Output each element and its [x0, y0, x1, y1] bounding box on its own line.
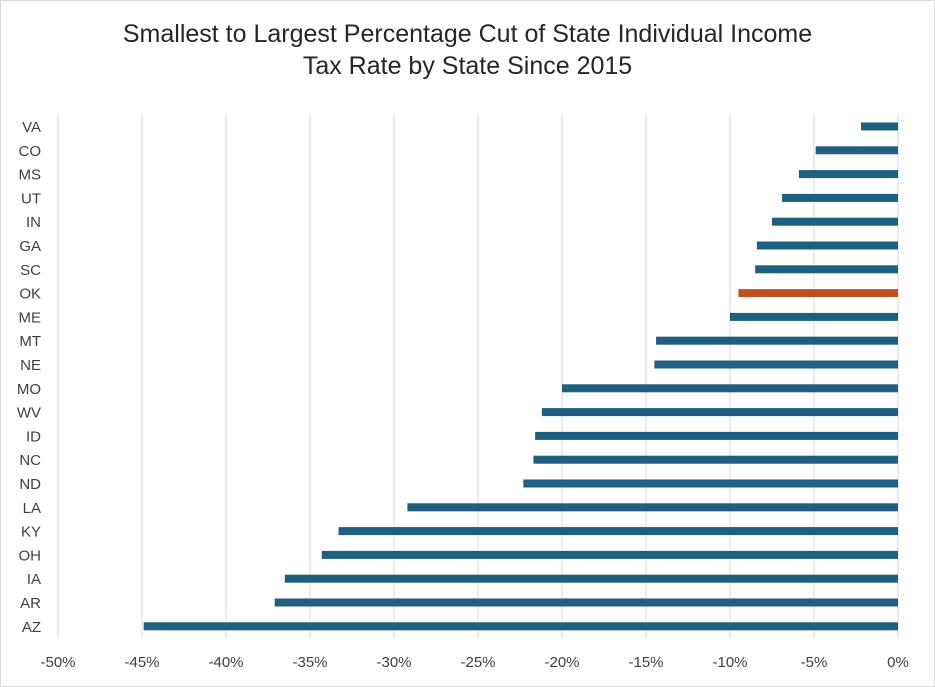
y-tick-label: UT	[21, 190, 41, 207]
bar-nc	[533, 455, 898, 464]
y-tick-label: NC	[19, 452, 41, 469]
y-tick-label: OK	[19, 286, 41, 303]
x-tick-label: -25%	[460, 654, 495, 671]
y-tick-label: IA	[27, 571, 41, 588]
x-tick-label: -15%	[628, 654, 663, 671]
y-tick-label: SC	[20, 262, 41, 279]
bar-la	[407, 503, 898, 512]
y-tick-label: WV	[17, 405, 41, 422]
bar-co	[815, 146, 898, 155]
bar-nd	[523, 479, 898, 488]
chart-title: Smallest to Largest Percentage Cut of St…	[0, 18, 935, 82]
y-tick-label: MT	[19, 333, 41, 350]
y-tick-label: LA	[23, 500, 41, 517]
bar-mt	[656, 336, 898, 345]
y-tick-label: KY	[21, 524, 41, 541]
bar-sc	[755, 265, 898, 274]
x-tick-label: 0%	[887, 654, 909, 671]
bar-ms	[798, 170, 898, 179]
bar-in	[772, 217, 898, 226]
bar-ut	[782, 193, 898, 202]
y-tick-label: CO	[19, 143, 42, 160]
bar-ne	[654, 360, 898, 369]
x-tick-label: -5%	[801, 654, 828, 671]
x-tick-label: -30%	[376, 654, 411, 671]
bar-mo	[562, 384, 898, 393]
bar-me	[730, 312, 898, 321]
bar-oh	[321, 550, 898, 559]
y-tick-label: ID	[26, 428, 41, 445]
y-tick-label: IN	[26, 214, 41, 231]
y-tick-label: OH	[19, 547, 42, 564]
y-tick-label: VA	[22, 119, 41, 136]
y-tick-label: MS	[19, 167, 42, 184]
x-tick-label: -35%	[292, 654, 327, 671]
y-tick-label: NE	[20, 357, 41, 374]
x-tick-label: -40%	[208, 654, 243, 671]
x-tick-label: -45%	[124, 654, 159, 671]
y-tick-label: ME	[19, 309, 42, 326]
bar-va	[861, 122, 898, 131]
bar-wv	[541, 408, 898, 417]
y-tick-label: AR	[20, 595, 41, 612]
bar-ga	[756, 241, 898, 250]
x-tick-label: -20%	[544, 654, 579, 671]
bar-ia	[284, 574, 898, 583]
chart-title-line-1: Smallest to Largest Percentage Cut of St…	[122, 20, 813, 48]
bar-az	[143, 622, 898, 631]
x-tick-label: -50%	[40, 654, 75, 671]
x-tick-label: -10%	[712, 654, 747, 671]
bar-id	[535, 431, 898, 440]
y-tick-label: MO	[17, 381, 41, 398]
y-tick-label: ND	[19, 476, 41, 493]
bar-ky	[338, 527, 898, 536]
bar-ar	[274, 598, 899, 607]
y-tick-label: AZ	[22, 619, 41, 636]
chart-title-line-2: Tax Rate by State Since 2015	[302, 52, 633, 80]
y-tick-label: GA	[19, 238, 41, 255]
bar-ok	[738, 289, 898, 298]
